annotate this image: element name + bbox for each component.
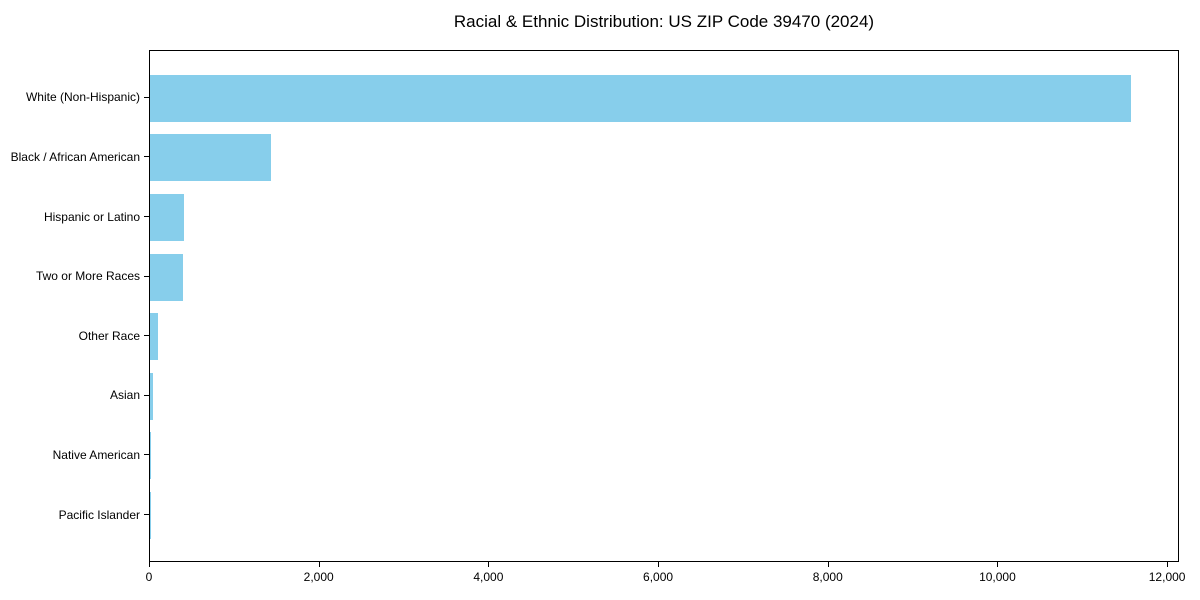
y-tick-mark xyxy=(144,96,149,98)
bar-row xyxy=(150,188,1178,248)
y-axis-label: Two or More Races xyxy=(35,269,140,284)
bar-row xyxy=(150,128,1178,188)
y-tick-mark xyxy=(144,335,149,337)
bar-row xyxy=(150,367,1178,427)
x-tick-mark xyxy=(149,562,150,567)
x-axis: 0 2,000 4,000 6,000 8,000 10,000 12,000 xyxy=(145,562,1185,592)
y-axis-label-row: Black / African American xyxy=(0,127,149,187)
y-axis: White (Non-Hispanic) Black / African Amer… xyxy=(0,50,149,562)
bar xyxy=(150,194,184,242)
x-axis-tick-label: 0 xyxy=(145,570,153,584)
chart-title: Racial & Ethnic Distribution: US ZIP Cod… xyxy=(453,12,875,31)
y-axis-label: Other Race xyxy=(78,328,140,343)
bar-row xyxy=(150,69,1178,129)
bar xyxy=(150,432,152,480)
bar xyxy=(150,253,184,301)
x-axis-tick-label: 12,000 xyxy=(1148,570,1186,584)
bar xyxy=(150,74,1131,122)
y-tick-mark xyxy=(144,454,149,456)
y-tick-mark xyxy=(144,216,149,218)
y-axis-label: Native American xyxy=(52,447,140,462)
y-axis-label: Hispanic or Latino xyxy=(43,209,140,224)
plot-area xyxy=(149,50,1179,562)
y-axis-label: Asian xyxy=(109,388,140,403)
bar xyxy=(150,313,159,361)
x-tick-mark xyxy=(1167,562,1169,567)
y-tick-mark xyxy=(144,156,149,158)
x-tick-mark xyxy=(488,562,490,567)
y-tick-mark xyxy=(144,514,149,516)
x-tick-mark xyxy=(658,562,660,567)
y-axis-label: White (Non-Hispanic) xyxy=(25,90,140,105)
y-axis-label-row: Hispanic or Latino xyxy=(0,187,149,247)
x-axis-tick-label: 8,000 xyxy=(812,570,843,584)
y-axis-label-row: Two or More Races xyxy=(0,246,149,306)
y-axis-label-row: White (Non-Hispanic) xyxy=(0,68,149,128)
y-axis-label: Black / African American xyxy=(10,149,140,164)
y-axis-label: Pacific Islander xyxy=(58,507,140,522)
x-axis-tick-label: 2,000 xyxy=(303,570,334,584)
y-axis-label-row: Other Race xyxy=(0,306,149,366)
y-tick-mark xyxy=(144,394,149,396)
y-axis-label-row: Pacific Islander xyxy=(0,485,149,545)
x-axis-tick-label: 6,000 xyxy=(643,570,674,584)
bar-row xyxy=(150,426,1178,486)
x-axis-tick-label: 10,000 xyxy=(979,570,1016,584)
y-axis-label-row: Asian xyxy=(0,366,149,426)
bar-row xyxy=(150,247,1178,307)
y-axis-label-row: Native American xyxy=(0,425,149,485)
bars-container xyxy=(150,51,1178,561)
bar xyxy=(150,372,153,420)
bar xyxy=(150,134,271,182)
x-tick-mark xyxy=(318,562,320,567)
x-tick-mark xyxy=(997,562,999,567)
bar-row xyxy=(150,307,1178,367)
bar-row xyxy=(150,486,1178,546)
y-tick-mark xyxy=(144,275,149,277)
x-tick-mark xyxy=(827,562,829,567)
x-axis-tick-label: 4,000 xyxy=(473,570,504,584)
